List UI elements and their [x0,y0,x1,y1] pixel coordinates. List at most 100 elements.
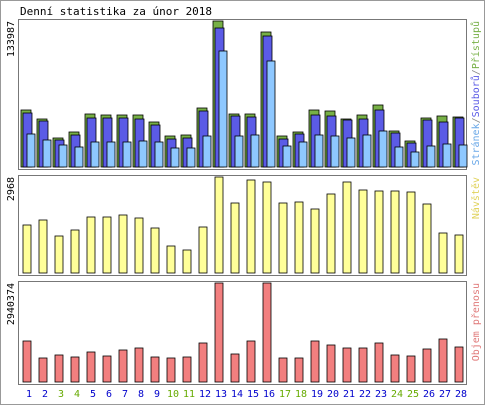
x-tick-label-day-26: 26 [423,389,435,400]
bar-kbytes-day-10 [166,357,176,383]
bar-pages-day-25 [410,151,420,168]
bar-kbytes-day-17 [278,357,288,383]
bar-visits-day-14 [230,202,240,274]
bar-visits-day-10 [166,245,176,274]
x-tick-label-day-24: 24 [391,389,403,400]
x-tick-label-day-21: 21 [343,389,355,400]
bar-kbytes-day-8 [134,347,144,383]
bar-pages-day-4 [74,146,84,168]
x-tick-label-day-6: 6 [106,389,112,400]
bar-kbytes-day-4 [70,356,80,383]
bar-pages-day-18 [298,141,308,168]
panel-2-legend: Návštěv [470,177,482,219]
bar-pages-day-26 [426,145,436,168]
bar-pages-day-28 [458,144,468,168]
panel-2-ymax-label: 2968 [6,177,17,201]
x-tick-label-day-2: 2 [42,389,48,400]
bar-pages-day-1 [26,133,36,168]
x-tick-label-day-3: 3 [58,389,64,400]
bar-visits-day-1 [22,224,32,274]
bar-visits-day-28 [454,234,464,274]
bar-visits-day-5 [86,216,96,274]
bar-visits-day-18 [294,201,304,274]
bar-visits-day-7 [118,214,128,274]
bar-kbytes-day-18 [294,357,304,383]
bar-kbytes-day-6 [102,355,112,383]
bar-kbytes-day-14 [230,353,240,383]
x-tick-label-day-15: 15 [247,389,259,400]
bar-kbytes-day-11 [182,356,192,383]
bar-kbytes-day-1 [22,340,32,383]
bar-visits-day-19 [310,208,320,274]
bar-kbytes-day-13 [214,282,224,383]
bar-visits-day-2 [38,219,48,274]
bar-visits-day-24 [390,190,400,274]
legend-entry: Stránek [470,123,482,165]
x-tick-label-day-13: 13 [215,389,227,400]
bar-pages-day-15 [250,134,260,168]
panel-3-ymax-label: 2940374 [6,283,17,325]
bar-visits-day-15 [246,179,256,274]
bar-kbytes-day-5 [86,351,96,383]
bar-visits-day-9 [150,227,160,274]
bar-pages-day-21 [346,137,356,168]
bar-pages-day-14 [234,135,244,168]
legend-entry: Objem přenosu [470,283,482,361]
bar-visits-day-22 [358,189,368,274]
x-tick-label-day-27: 27 [439,389,451,400]
bar-kbytes-day-24 [390,354,400,383]
x-tick-label-day-4: 4 [74,389,80,400]
bar-visits-day-13 [214,176,224,274]
bar-kbytes-day-27 [438,338,448,383]
bar-kbytes-day-3 [54,354,64,383]
bar-visits-day-21 [342,181,352,274]
bar-visits-day-17 [278,202,288,274]
x-tick-label-day-11: 11 [183,389,195,400]
x-tick-label-day-22: 22 [359,389,371,400]
bar-pages-day-19 [314,134,324,168]
bar-visits-day-23 [374,190,384,274]
chart-title: Denní statistika za únor 2018 [20,5,212,18]
x-tick-label-day-8: 8 [138,389,144,400]
bar-kbytes-day-9 [150,356,160,383]
bar-pages-day-24 [394,146,404,168]
legend-entry: Návštěv [470,177,482,219]
x-tick-label-day-7: 7 [122,389,128,400]
x-tick-label-day-10: 10 [167,389,179,400]
bar-pages-day-23 [378,130,388,168]
x-tick-label-day-19: 19 [311,389,323,400]
bar-visits-day-27 [438,232,448,274]
bar-pages-day-20 [330,135,340,168]
bar-visits-day-26 [422,203,432,274]
legend-entry: / [471,69,482,75]
panel-1-legend: Stránek/Souborů/Přístupů [470,21,482,166]
bar-visits-day-12 [198,226,208,274]
x-tick-label-day-5: 5 [90,389,96,400]
x-tick-label-day-20: 20 [327,389,339,400]
x-tick-label-day-12: 12 [199,389,211,400]
x-tick-label-day-28: 28 [455,389,467,400]
bar-kbytes-day-19 [310,340,320,383]
bar-pages-day-12 [202,135,212,168]
bar-pages-day-2 [42,139,52,168]
panel-3-legend: Objem přenosu [470,283,482,361]
bar-kbytes-day-2 [38,357,48,383]
bar-kbytes-day-25 [406,355,416,383]
bar-pages-day-7 [122,141,132,168]
x-tick-label-day-16: 16 [263,389,275,400]
bar-kbytes-day-22 [358,347,368,383]
bar-pages-day-27 [442,143,452,168]
bar-visits-day-20 [326,193,336,274]
bar-visits-day-25 [406,191,416,274]
bar-kbytes-day-12 [198,342,208,383]
bar-visits-day-8 [134,217,144,274]
legend-entry: Přístupů [470,21,482,69]
x-tick-label-day-14: 14 [231,389,243,400]
bar-pages-day-17 [282,145,292,168]
bar-visits-day-3 [54,235,64,274]
bar-kbytes-day-16 [262,282,272,383]
bar-pages-day-5 [90,141,100,168]
bar-kbytes-day-28 [454,346,464,383]
